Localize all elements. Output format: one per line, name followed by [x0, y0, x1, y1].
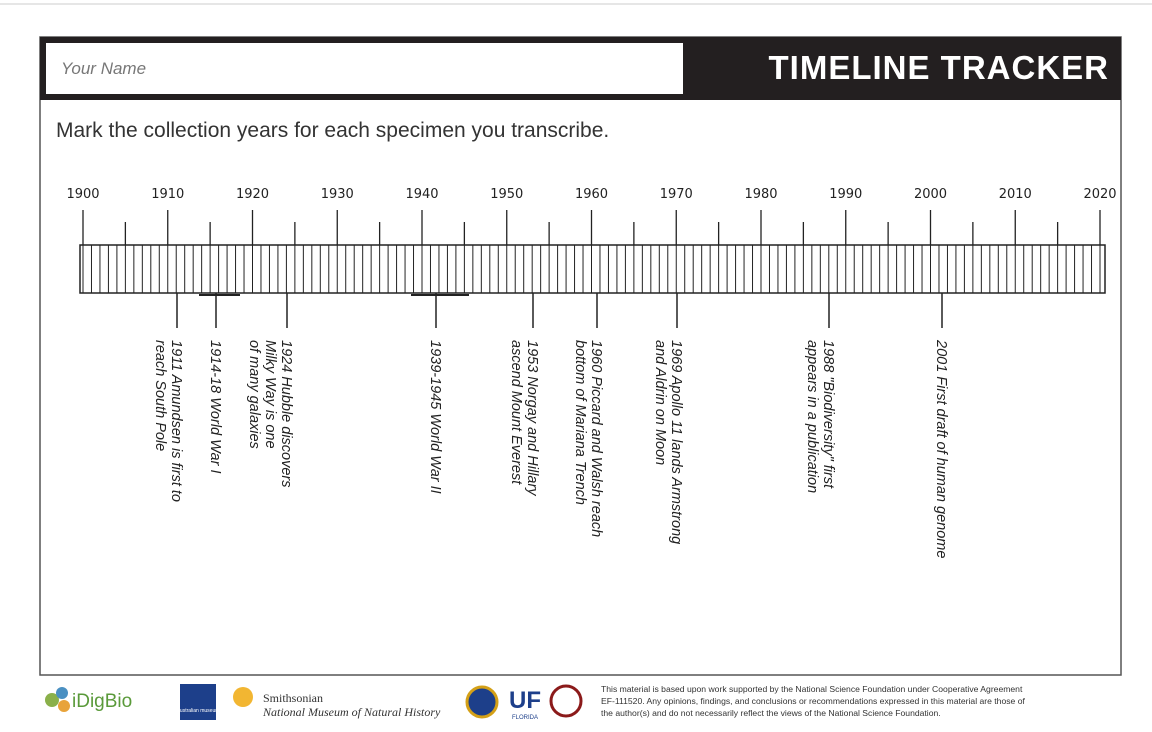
instruction: Mark the collection years for each speci… [56, 119, 609, 142]
event-line: 1939-1945 World War II [427, 340, 443, 494]
year-label: 2020 [1083, 187, 1116, 202]
name-box[interactable] [46, 43, 683, 94]
logo-text: FLORIDA [512, 715, 538, 721]
year-label: 2010 [999, 187, 1032, 202]
logo-icon [549, 684, 583, 718]
event-line: Milky Way is one [262, 340, 278, 449]
year-label: 1930 [321, 187, 354, 202]
event-line: ascend Mount Everest [508, 340, 524, 485]
event-line: and Aldrin on Moon [652, 340, 668, 465]
year-label: 1900 [66, 187, 99, 202]
logo-text: iDigBio [72, 691, 132, 712]
year-label: 1990 [829, 187, 862, 202]
event-line: 1988 "Biodiversity" first [820, 340, 836, 489]
event-line: 1911 Amundsen is first to [168, 340, 184, 502]
event-label: 1939-1945 World War II [427, 340, 443, 494]
event-line: of many galaxies [246, 340, 262, 449]
event-line: bottom of Mariana Trench [572, 340, 588, 505]
event-line: 1960 Piccard and Walsh reach [588, 340, 604, 537]
timeline-bar [79, 244, 1106, 294]
title: TIMELINE TRACKER [769, 49, 1110, 86]
logo-icon [233, 687, 253, 707]
logo-icon [56, 687, 68, 699]
event-line: 1924 Hubble discovers [278, 340, 294, 488]
event-line: appears in a publication [804, 340, 820, 493]
year-label: 1920 [236, 187, 269, 202]
event-line: reach South Pole [152, 340, 168, 451]
event-line: 1953 Norgay and Hillary [524, 340, 540, 496]
year-label: 1960 [575, 187, 608, 202]
year-label: 1970 [660, 187, 693, 202]
frame [39, 36, 1122, 676]
disclaimer-line: This material is based upon work support… [601, 684, 1023, 694]
disclaimer-line: EF-111520. Any opinions, findings, and c… [601, 696, 1025, 706]
event-line: 1969 Apollo 11 lands Armstrong [668, 340, 684, 544]
logo-text: UF [509, 687, 541, 714]
event-line: 2001 First draft of human genome [933, 339, 949, 558]
year-label: 1950 [490, 187, 523, 202]
logo-icon [58, 700, 70, 712]
logo-icon [465, 685, 499, 719]
event-label: 2001 First draft of human genome [933, 339, 949, 558]
logo-text: National Museum of Natural History [262, 705, 441, 719]
logo-box [180, 684, 216, 720]
footer: iDigBio Australian museum Smithsonian Na… [45, 684, 1025, 721]
year-label: 1940 [405, 187, 438, 202]
event-line: 1914-18 World War I [207, 340, 223, 474]
disclaimer-line: the author(s) and do not necessarily ref… [601, 708, 941, 718]
logo-text: Smithsonian [263, 691, 323, 705]
name-placeholder: Your Name [61, 59, 146, 78]
event-label: 1914-18 World War I [207, 340, 223, 474]
year-label: 1910 [151, 187, 184, 202]
logo-icon [45, 693, 59, 707]
year-label: 2000 [914, 187, 947, 202]
year-label: 1980 [744, 187, 777, 202]
logo-text: Australian museum [177, 708, 220, 714]
